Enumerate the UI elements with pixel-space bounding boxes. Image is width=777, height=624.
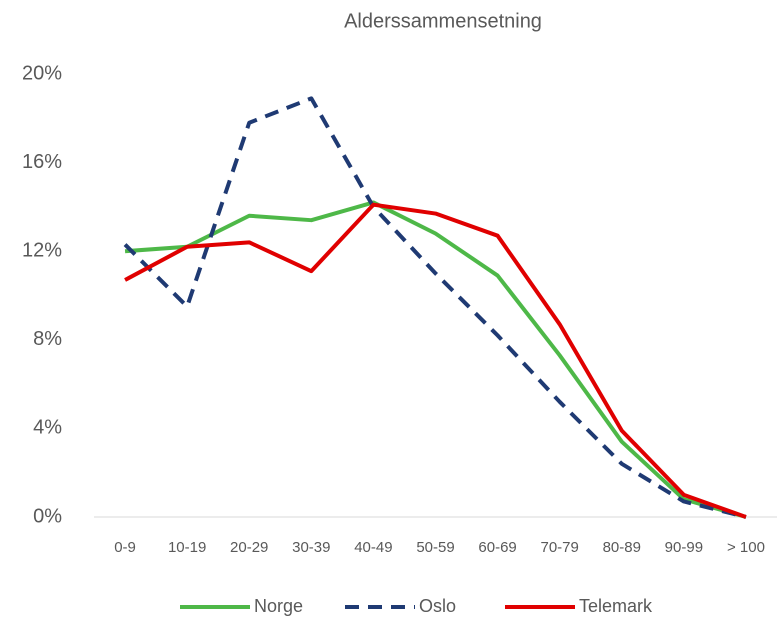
- x-tick-label: 40-49: [354, 539, 392, 556]
- x-tick-label: 90-99: [665, 539, 703, 556]
- legend-label: Oslo: [419, 596, 456, 616]
- y-tick-label: 0%: [33, 505, 62, 527]
- x-tick-label: 10-19: [168, 539, 206, 556]
- x-tick-label: 20-29: [230, 539, 268, 556]
- y-tick-label: 12%: [22, 239, 62, 261]
- x-tick-label: 80-89: [603, 539, 641, 556]
- y-tick-label: 8%: [33, 328, 62, 350]
- legend-label: Telemark: [579, 596, 653, 616]
- legend-label: Norge: [254, 596, 303, 616]
- chart-title: Alderssammensetning: [344, 10, 542, 32]
- x-tick-label: > 100: [727, 539, 765, 556]
- x-tick-label: 30-39: [292, 539, 330, 556]
- series-line: [124, 200, 747, 519]
- series-line: [123, 96, 747, 519]
- y-tick-label: 4%: [33, 417, 62, 439]
- series-line: [124, 202, 747, 519]
- y-tick-label: 20%: [22, 62, 62, 84]
- x-tick-label: 0-9: [114, 539, 136, 556]
- x-tick-label: 50-59: [416, 539, 454, 556]
- x-tick-label: 60-69: [478, 539, 516, 556]
- y-tick-label: 16%: [22, 151, 62, 173]
- x-tick-label: 70-79: [540, 539, 578, 556]
